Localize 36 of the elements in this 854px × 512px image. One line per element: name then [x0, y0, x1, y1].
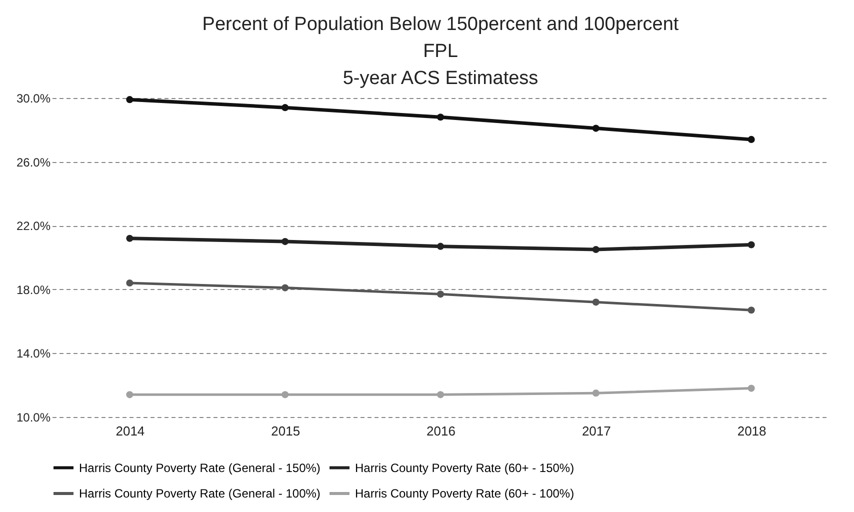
- y-tick-label: 18.0%: [16, 282, 51, 297]
- point: [436, 391, 444, 398]
- x-tick-label: 2015: [271, 424, 300, 438]
- point: [748, 306, 755, 314]
- legend-label: Harris County Poverty Rate (60+ - 100%): [355, 486, 574, 500]
- point: [592, 124, 600, 132]
- point: [126, 391, 134, 398]
- point: [282, 104, 289, 112]
- point: [748, 384, 755, 392]
- y-tick-label: 22.0%: [16, 219, 51, 234]
- point: [592, 390, 600, 397]
- point: [126, 96, 134, 104]
- point: [436, 114, 444, 121]
- y-tick-label: 14.0%: [16, 346, 51, 361]
- y-tick-label: 30.0%: [16, 92, 51, 106]
- point: [436, 242, 444, 250]
- point: [126, 279, 134, 287]
- legend-label: Harris County Poverty Rate (60+ - 150%): [355, 460, 574, 475]
- y-tick-label: 10.0%: [16, 410, 51, 424]
- x-tick-label: 2017: [582, 424, 611, 438]
- point: [282, 284, 289, 292]
- point: [282, 238, 289, 246]
- chart-title: Percent of Population Below 150percent and 100percent FPL 5-year ACS Estimatess: [202, 14, 680, 89]
- point: [126, 234, 134, 242]
- x-tick-label: 2018: [737, 424, 766, 438]
- point: [592, 246, 600, 254]
- legend-label: Harris County Poverty Rate (General - 100%): [79, 486, 320, 500]
- point: [748, 136, 755, 143]
- x-tick-label: 2016: [426, 424, 456, 438]
- y-tick-label: 26.0%: [16, 155, 51, 170]
- legend-label: Harris County Poverty Rate (General - 150%): [79, 460, 320, 475]
- point: [282, 391, 289, 398]
- point: [592, 298, 600, 306]
- point: [436, 290, 444, 298]
- point: [748, 241, 755, 248]
- x-tick-label: 2014: [116, 424, 145, 438]
